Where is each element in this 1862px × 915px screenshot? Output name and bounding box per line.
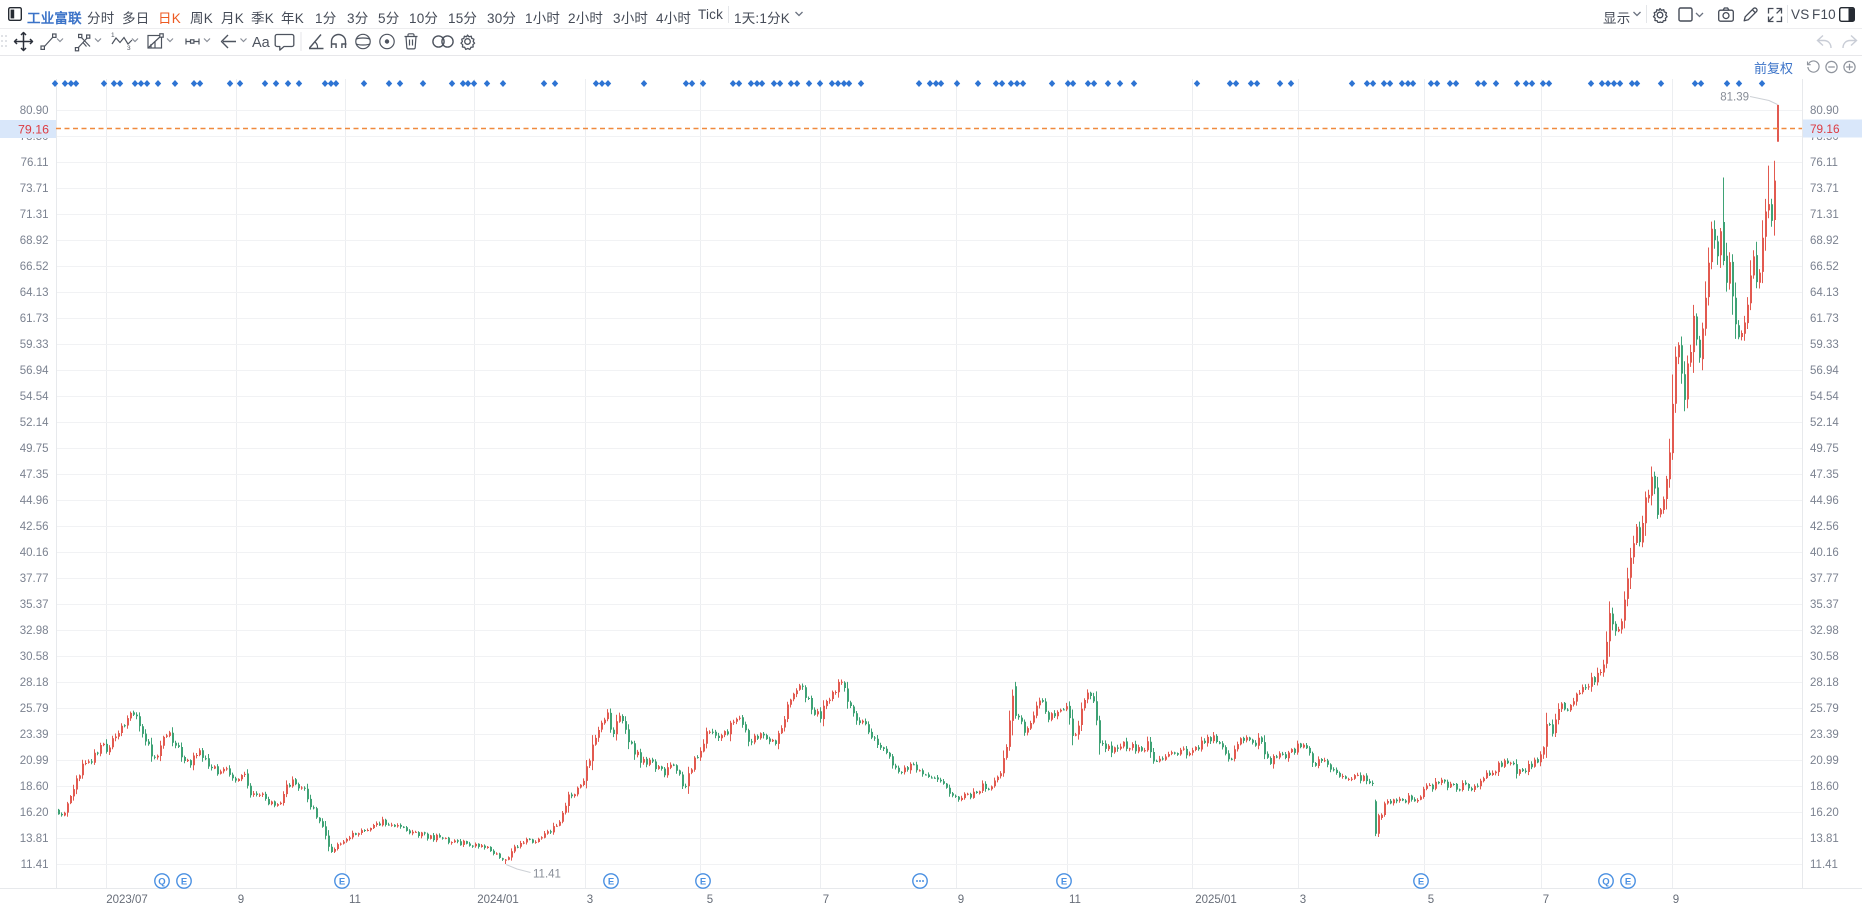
svg-text:52.14: 52.14 — [1810, 417, 1839, 429]
svg-text:35.37: 35.37 — [20, 599, 49, 611]
svg-text:16.20: 16.20 — [1810, 807, 1839, 819]
svg-text:3: 3 — [1300, 894, 1306, 906]
svg-text:20.99: 20.99 — [1810, 755, 1839, 767]
svg-text:42.56: 42.56 — [20, 521, 49, 533]
svg-text:E: E — [1418, 877, 1424, 888]
svg-text:11.41: 11.41 — [533, 869, 561, 881]
svg-text:5: 5 — [707, 894, 713, 906]
svg-text:2025/01: 2025/01 — [1195, 894, 1237, 906]
svg-text:Q: Q — [1602, 877, 1609, 888]
svg-text:35.37: 35.37 — [1810, 599, 1839, 611]
svg-text:30.58: 30.58 — [20, 651, 49, 663]
svg-text:9: 9 — [1673, 894, 1679, 906]
svg-text:32.98: 32.98 — [20, 625, 49, 637]
svg-text:Q: Q — [158, 877, 165, 888]
svg-text:80.90: 80.90 — [1810, 105, 1839, 117]
svg-text:47.35: 47.35 — [20, 469, 49, 481]
svg-text:40.16: 40.16 — [1810, 547, 1839, 559]
svg-text:23.39: 23.39 — [20, 729, 49, 741]
svg-text:E: E — [181, 877, 187, 888]
svg-text:11: 11 — [349, 894, 361, 906]
svg-text:42.56: 42.56 — [1810, 521, 1839, 533]
svg-text:66.52: 66.52 — [1810, 261, 1839, 273]
svg-text:59.33: 59.33 — [1810, 339, 1839, 351]
svg-text:E: E — [1625, 877, 1631, 888]
svg-text:44.96: 44.96 — [1810, 495, 1839, 507]
svg-text:54.54: 54.54 — [20, 391, 49, 403]
svg-text:61.73: 61.73 — [1810, 313, 1839, 325]
svg-text:11.41: 11.41 — [1810, 859, 1838, 871]
svg-text:E: E — [1061, 877, 1067, 888]
svg-text:44.96: 44.96 — [20, 495, 49, 507]
svg-text:20.99: 20.99 — [20, 755, 49, 767]
svg-text:7: 7 — [823, 894, 829, 906]
svg-text:37.77: 37.77 — [1810, 573, 1839, 585]
svg-text:2023/07: 2023/07 — [106, 894, 148, 906]
svg-text:25.79: 25.79 — [20, 703, 49, 715]
svg-text:54.54: 54.54 — [1810, 391, 1839, 403]
svg-text:64.13: 64.13 — [20, 287, 49, 299]
svg-text:E: E — [608, 877, 614, 888]
svg-text:5: 5 — [1428, 894, 1434, 906]
svg-text:1: 1 — [111, 32, 115, 39]
svg-text:71.31: 71.31 — [1810, 209, 1839, 221]
svg-text:23.39: 23.39 — [1810, 729, 1839, 741]
svg-text:73.71: 73.71 — [20, 183, 49, 195]
svg-text:E: E — [700, 877, 706, 888]
svg-text:81.39: 81.39 — [1720, 92, 1749, 104]
svg-text:68.92: 68.92 — [1810, 235, 1839, 247]
svg-text:49.75: 49.75 — [1810, 443, 1839, 455]
svg-text:66.52: 66.52 — [20, 261, 49, 273]
svg-text:56.94: 56.94 — [1810, 365, 1839, 377]
svg-text:9: 9 — [238, 894, 244, 906]
svg-text:13.81: 13.81 — [20, 833, 49, 845]
svg-text:2024/01: 2024/01 — [477, 894, 519, 906]
svg-text:E: E — [339, 877, 345, 888]
svg-text:47.35: 47.35 — [1810, 469, 1839, 481]
svg-text:16.20: 16.20 — [20, 807, 49, 819]
svg-text:59.33: 59.33 — [20, 339, 49, 351]
svg-text:52.14: 52.14 — [20, 417, 49, 429]
svg-text:61.73: 61.73 — [20, 313, 49, 325]
svg-text:前复权: 前复权 — [1754, 61, 1793, 76]
svg-text:11: 11 — [1069, 894, 1081, 906]
svg-text:3: 3 — [587, 894, 593, 906]
svg-text:3: 3 — [127, 45, 131, 52]
svg-text:76.11: 76.11 — [21, 157, 49, 169]
svg-text:25.79: 25.79 — [1810, 703, 1839, 715]
svg-text:71.31: 71.31 — [20, 209, 49, 221]
svg-text:64.13: 64.13 — [1810, 287, 1839, 299]
svg-text:30.58: 30.58 — [1810, 651, 1839, 663]
svg-text:28.18: 28.18 — [20, 677, 49, 689]
svg-text:32.98: 32.98 — [1810, 625, 1839, 637]
svg-text:9: 9 — [958, 894, 964, 906]
svg-text:79.16: 79.16 — [18, 123, 49, 137]
svg-text:73.71: 73.71 — [1810, 183, 1839, 195]
svg-text:76.11: 76.11 — [1810, 157, 1838, 169]
svg-text:80.90: 80.90 — [20, 105, 49, 117]
svg-text:68.92: 68.92 — [20, 235, 49, 247]
svg-text:28.18: 28.18 — [1810, 677, 1839, 689]
svg-text:18.60: 18.60 — [1810, 781, 1839, 793]
svg-text:49.75: 49.75 — [20, 443, 49, 455]
svg-text:7: 7 — [1543, 894, 1549, 906]
svg-text:18.60: 18.60 — [20, 781, 49, 793]
svg-text:37.77: 37.77 — [20, 573, 49, 585]
svg-text:79.16: 79.16 — [1810, 122, 1840, 136]
svg-text:40.16: 40.16 — [20, 547, 49, 559]
svg-text:56.94: 56.94 — [20, 365, 49, 377]
svg-text:11.41: 11.41 — [21, 859, 49, 871]
svg-text:13.81: 13.81 — [1810, 833, 1839, 845]
svg-text:Aa: Aa — [252, 35, 271, 51]
